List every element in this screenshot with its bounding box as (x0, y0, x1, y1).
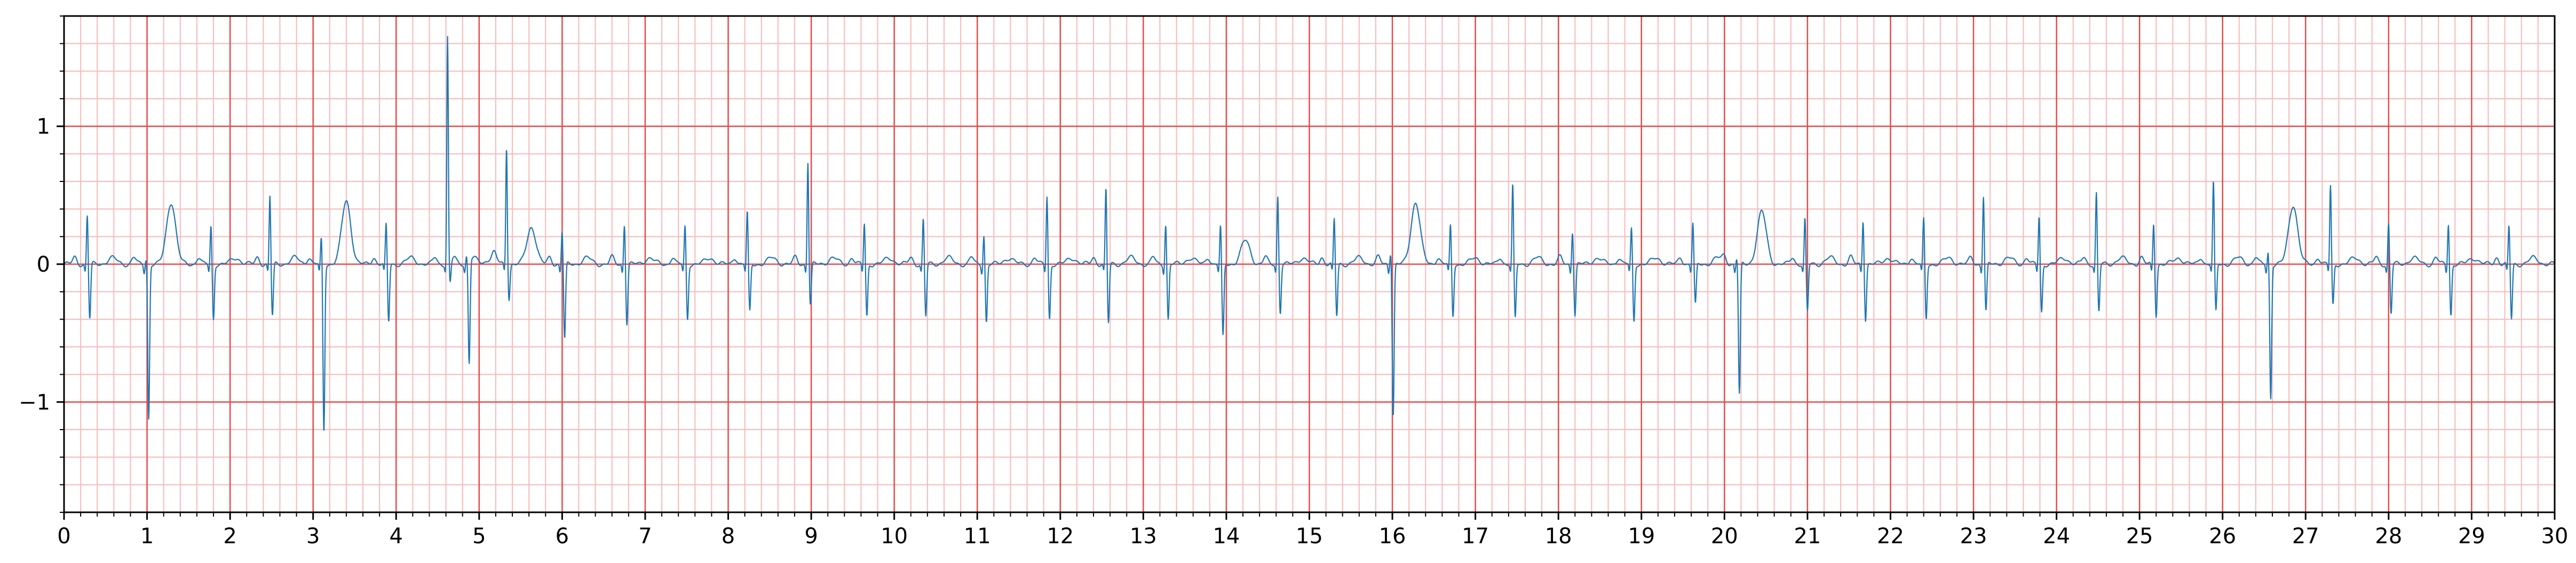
x-tick-label: 5 (472, 524, 486, 549)
x-tick-label: 11 (964, 524, 991, 549)
x-tick-label: 10 (881, 524, 908, 549)
x-tick-label: 27 (2292, 524, 2319, 549)
x-tick-label: 20 (1711, 524, 1738, 549)
x-tick-label: 1 (140, 524, 154, 549)
plot-area (63, 15, 2556, 513)
y-tick-label: −1 (19, 390, 50, 415)
x-tick-label: 2 (223, 524, 236, 549)
x-tick-label: 25 (2126, 524, 2153, 549)
x-axis: 0 1 2 3 4 5 6 7 8 9 10 11 12 13 14 15 16 17 18 19 20 21 22 23 24… (57, 512, 2568, 549)
x-tick-label: 24 (2043, 524, 2070, 549)
y-axis: 1 0 −1 (19, 15, 64, 513)
x-tick-label: 18 (1545, 524, 1572, 549)
x-tick-label: 15 (1296, 524, 1323, 549)
x-tick-label: 9 (804, 524, 818, 549)
x-tick-label: 28 (2375, 524, 2402, 549)
x-tick-label: 16 (1379, 524, 1406, 549)
x-tick-label: 22 (1877, 524, 1904, 549)
x-tick-label: 12 (1047, 524, 1074, 549)
y-tick-label: 1 (37, 115, 50, 139)
x-tick-label: 23 (1960, 524, 1987, 549)
ecg-trace-group (64, 36, 2555, 431)
x-tick-label: 26 (2209, 524, 2236, 549)
x-tick-label: 0 (57, 524, 70, 549)
x-tick-label: 13 (1130, 524, 1157, 549)
x-tick-label: 21 (1794, 524, 1821, 549)
x-tick-label: 8 (722, 524, 735, 549)
y-tick-label: 0 (37, 252, 50, 277)
ecg-trace-line (64, 36, 2555, 431)
x-tick-label: 3 (306, 524, 320, 549)
x-tick-label: 30 (2541, 524, 2569, 549)
x-tick-label: 14 (1212, 524, 1240, 549)
x-tick-label: 6 (556, 524, 569, 549)
x-tick-label: 17 (1462, 524, 1489, 549)
major-grid (63, 16, 2556, 512)
x-tick-label: 7 (638, 524, 652, 549)
x-tick-label: 29 (2458, 524, 2485, 549)
x-tick-label: 19 (1628, 524, 1655, 549)
x-tick-label: 4 (390, 524, 403, 549)
